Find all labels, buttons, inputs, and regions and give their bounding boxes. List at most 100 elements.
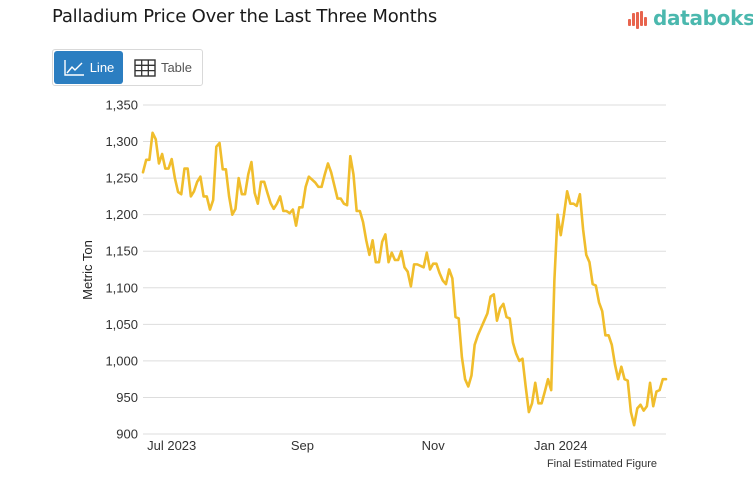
data-point[interactable] (363, 237, 369, 243)
data-point[interactable] (481, 318, 487, 324)
data-point[interactable] (376, 259, 382, 265)
data-point[interactable] (644, 403, 650, 409)
data-point[interactable] (599, 308, 605, 314)
data-point[interactable] (248, 159, 254, 165)
data-point[interactable] (185, 166, 191, 172)
data-point[interactable] (437, 270, 443, 276)
data-point[interactable] (338, 196, 344, 202)
data-point[interactable] (615, 376, 621, 382)
data-point[interactable] (370, 237, 376, 243)
data-point[interactable] (564, 188, 570, 194)
data-point[interactable] (379, 239, 385, 245)
data-point[interactable] (398, 248, 404, 254)
data-point[interactable] (558, 232, 564, 238)
data-point[interactable] (178, 191, 184, 197)
data-point[interactable] (223, 166, 229, 172)
data-point[interactable] (229, 212, 235, 218)
data-point[interactable] (529, 400, 535, 406)
data-point[interactable] (150, 130, 156, 136)
data-point[interactable] (421, 264, 427, 270)
data-point[interactable] (548, 387, 554, 393)
data-point[interactable] (465, 383, 471, 389)
data-point[interactable] (657, 387, 663, 393)
data-point[interactable] (274, 201, 280, 207)
data-point[interactable] (519, 356, 525, 362)
line-view-button[interactable]: Line (54, 51, 123, 84)
data-point[interactable] (264, 190, 270, 196)
data-point[interactable] (188, 193, 194, 199)
data-point[interactable] (226, 193, 232, 199)
data-point[interactable] (325, 160, 331, 166)
data-point[interactable] (197, 174, 203, 180)
data-point[interactable] (561, 212, 567, 218)
data-point[interactable] (459, 354, 465, 360)
data-point[interactable] (386, 259, 392, 265)
data-point[interactable] (172, 175, 178, 181)
data-point[interactable] (319, 184, 325, 190)
data-point[interactable] (271, 206, 277, 212)
data-point[interactable] (526, 409, 532, 415)
data-point[interactable] (433, 261, 439, 267)
data-point[interactable] (204, 193, 210, 199)
data-point[interactable] (625, 378, 631, 384)
data-point[interactable] (631, 422, 637, 428)
data-point[interactable] (551, 277, 557, 283)
data-point[interactable] (191, 188, 197, 194)
data-point[interactable] (478, 325, 484, 331)
data-point[interactable] (146, 157, 152, 163)
data-point[interactable] (539, 400, 545, 406)
data-point[interactable] (606, 332, 612, 338)
data-point[interactable] (510, 340, 516, 346)
data-point[interactable] (494, 318, 500, 324)
data-point[interactable] (609, 342, 615, 348)
data-point[interactable] (166, 166, 172, 172)
data-point[interactable] (663, 376, 669, 382)
data-point[interactable] (328, 169, 334, 175)
data-point[interactable] (593, 283, 599, 289)
data-point[interactable] (299, 204, 305, 210)
data-point[interactable] (500, 301, 506, 307)
data-point[interactable] (194, 179, 200, 185)
data-point[interactable] (210, 197, 216, 203)
data-point[interactable] (153, 136, 159, 142)
data-point[interactable] (357, 208, 363, 214)
data-point[interactable] (290, 207, 296, 213)
data-point[interactable] (207, 207, 213, 213)
data-point[interactable] (232, 206, 238, 212)
data-point[interactable] (612, 362, 618, 368)
data-point[interactable] (468, 373, 474, 379)
data-point[interactable] (583, 252, 589, 258)
data-point[interactable] (446, 267, 452, 273)
data-point[interactable] (261, 179, 267, 185)
data-point[interactable] (586, 259, 592, 265)
data-point[interactable] (542, 389, 548, 395)
data-point[interactable] (408, 283, 414, 289)
data-point[interactable] (532, 380, 538, 386)
data-point[interactable] (252, 190, 258, 196)
data-point[interactable] (140, 169, 146, 175)
data-point[interactable] (245, 171, 251, 177)
data-point[interactable] (577, 191, 583, 197)
data-point[interactable] (427, 267, 433, 273)
data-point[interactable] (389, 250, 395, 256)
data-point[interactable] (484, 310, 490, 316)
data-point[interactable] (331, 182, 337, 188)
data-point[interactable] (580, 226, 586, 232)
data-point[interactable] (443, 281, 449, 287)
data-point[interactable] (382, 231, 388, 237)
data-point[interactable] (268, 200, 274, 206)
data-point[interactable] (159, 151, 165, 157)
series-line-palladium-price[interactable] (141, 131, 668, 427)
data-point[interactable] (449, 275, 455, 281)
data-point[interactable] (618, 364, 624, 370)
data-point[interactable] (277, 193, 283, 199)
data-point[interactable] (347, 153, 353, 159)
data-point[interactable] (322, 171, 328, 177)
data-point[interactable] (217, 140, 223, 146)
table-view-button[interactable]: Table (124, 50, 202, 85)
data-point[interactable] (628, 409, 634, 415)
data-point[interactable] (350, 171, 356, 177)
data-point[interactable] (366, 252, 372, 258)
data-point[interactable] (344, 202, 350, 208)
data-point[interactable] (424, 250, 430, 256)
